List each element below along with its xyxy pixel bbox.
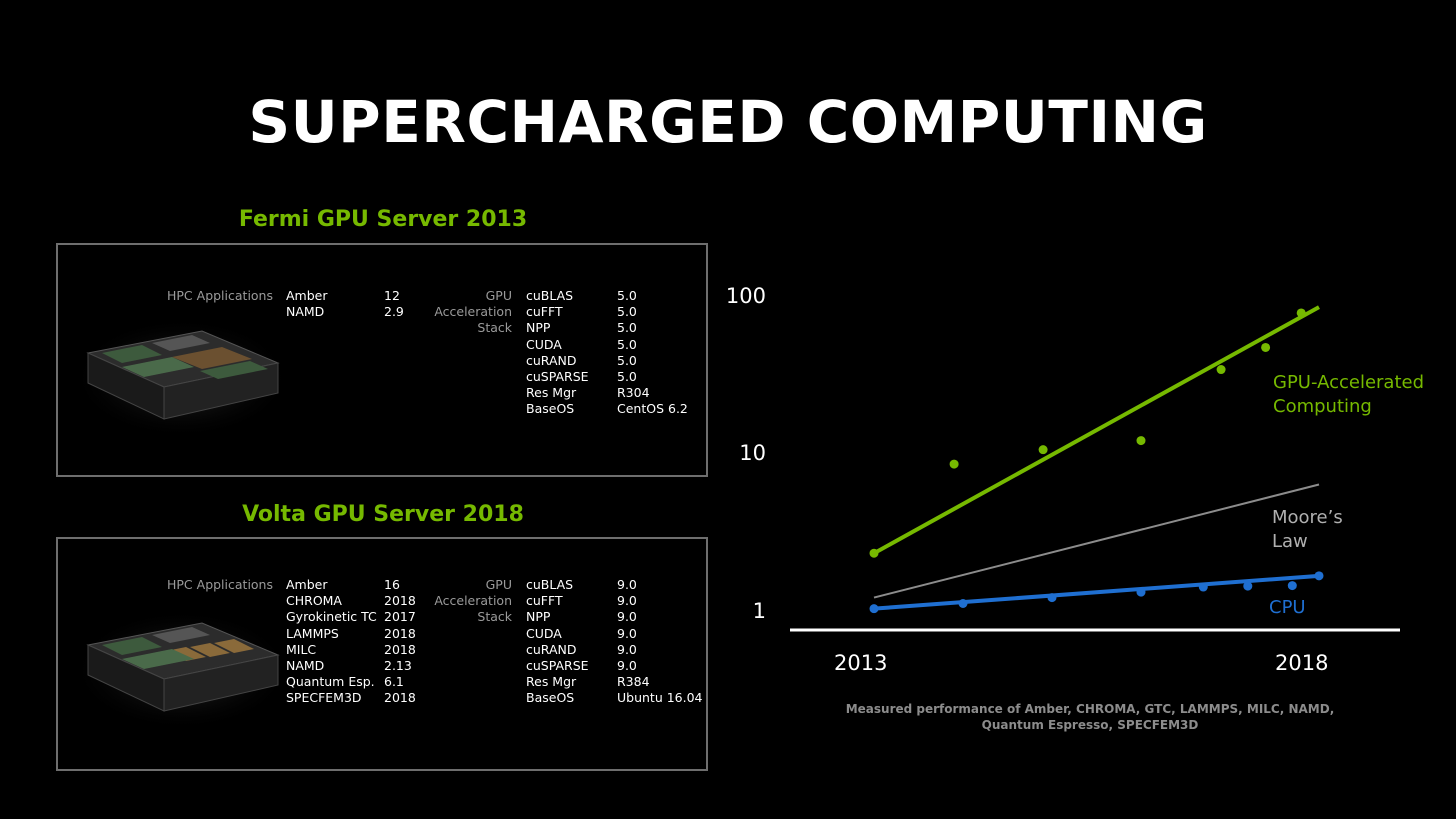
cell: cuSPARSE [526,658,589,674]
cell: 2018 [384,641,416,657]
volta-stack-list: cuBLAS cuFFT NPP CUDA cuRAND cuSPARSE Res Mgr B… [526,577,589,707]
fermi-server-image [82,323,282,433]
cell: 5.0 [617,304,637,320]
cell: Quantum Esp. [286,674,375,690]
fermi-stack-list: cuBLAS cuFFT NPP CUDA cuRAND cuSPARSE Res Mgr B… [526,288,589,418]
cell: BaseOS [526,401,575,417]
chart-footnote: Measured performance of Amber, CHROMA, G… [845,702,1335,732]
trend-line-2 [873,573,1320,611]
cell: 5.0 [617,288,637,303]
data-point [1261,342,1271,352]
fermi-server-panel: HPC Applications Amber NAMD 12 2.9 GPU Acc… [56,243,708,477]
cell: Gyrokinetic TC [286,609,377,625]
fermi-stack-label: GPU Acceleration Stack [434,288,512,336]
cell: 2018 [384,593,416,609]
cell: 9.0 [617,625,637,641]
cell: cuBLAS [526,577,574,592]
cell: 5.0 [617,320,637,336]
data-point [949,459,959,469]
cell: 16 [384,577,400,592]
cell: 6.1 [384,674,404,690]
data-point [1136,436,1146,446]
data-point [1038,445,1048,455]
fermi-app-versions: 12 2.9 [384,288,404,320]
cell: 9.0 [617,577,637,592]
cell: 2018 [384,625,416,641]
data-point [958,599,968,609]
slide-title: SUPERCHARGED COMPUTING [248,88,1208,156]
volta-server-image [82,615,282,725]
cell: 9.0 [617,658,637,674]
y-tick-label: 1 [752,599,766,623]
y-tick-label: 10 [739,441,766,465]
cell: Amber [286,288,328,303]
cell: BaseOS [526,690,575,706]
volta-apps-label: HPC Applications [167,577,273,592]
cell: 9.0 [617,641,637,657]
cell: SPECFEM3D [286,690,362,706]
cell: 5.0 [617,336,637,352]
cell: NAMD [286,658,325,674]
cell: MILC [286,641,317,657]
trend-line-1 [873,483,1320,599]
x-tick-label: 2018 [1275,651,1329,675]
data-point [1296,308,1306,318]
volta-stack-label: GPU Acceleration Stack [434,577,512,625]
series-label-cpu: CPU [1269,597,1306,618]
cell: 2018 [384,690,416,706]
series-label-moore: Moore’s Law [1272,507,1343,552]
cell: cuFFT [526,304,563,320]
cell: cuFFT [526,593,563,609]
data-point [1047,593,1057,603]
cell: NPP [526,320,551,336]
cell: Res Mgr [526,674,577,690]
cell: NAMD [286,304,325,320]
data-point [1216,365,1226,375]
series-label-gpu: GPU-Accelerated Computing [1273,372,1425,417]
cell: CUDA [526,336,562,352]
cell: cuRAND [526,641,577,657]
cell: 9.0 [617,609,637,625]
y-tick-label: 100 [725,284,766,308]
cell: CentOS 6.2 [617,401,688,417]
cell: R304 [617,385,650,401]
cell: cuBLAS [526,288,574,303]
volta-apps-list: Amber CHROMA Gyrokinetic TC LAMMPS MILC NAMD Q… [286,577,377,707]
cell: 2017 [384,609,416,625]
cell: 2.9 [384,304,404,320]
cell: Res Mgr [526,385,577,401]
fermi-heading: Fermi GPU Server 2013 [238,207,528,232]
cell: R384 [617,674,650,690]
data-point [869,604,879,614]
data-point [869,548,879,558]
cell: NPP [526,609,551,625]
cell: 2.13 [384,658,412,674]
fermi-apps-label: HPC Applications [167,288,273,303]
volta-app-versions: 16 2018 2017 2018 2018 2.13 6.1 2018 [384,577,416,707]
cell: 9.0 [617,593,637,609]
data-point [1243,581,1253,591]
x-tick-label: 2013 [834,651,888,675]
cell: 5.0 [617,369,637,385]
data-point [1198,582,1208,592]
trend-line-0 [873,305,1320,555]
cell: CUDA [526,625,562,641]
cell: Amber [286,577,328,592]
cell: 12 [384,288,400,303]
cell: 5.0 [617,352,637,368]
cell: Ubuntu 16.04 [617,690,703,706]
volta-heading: Volta GPU Server 2018 [242,502,524,527]
cell: cuRAND [526,352,577,368]
fermi-apps-list: Amber NAMD [286,288,328,320]
fermi-stack-versions: 5.0 5.0 5.0 5.0 5.0 5.0 R304 CentOS 6.2 [617,288,688,418]
cell: cuSPARSE [526,369,589,385]
volta-stack-versions: 9.0 9.0 9.0 9.0 9.0 9.0 R384 Ubuntu 16.04 [617,577,703,707]
data-point [1287,581,1297,591]
cell: CHROMA [286,593,342,609]
data-point [1314,571,1324,581]
data-point [1136,587,1146,597]
cell: LAMMPS [286,625,339,641]
volta-server-panel: HPC Applications Amber CHROMA Gyrokinetic … [56,537,708,771]
